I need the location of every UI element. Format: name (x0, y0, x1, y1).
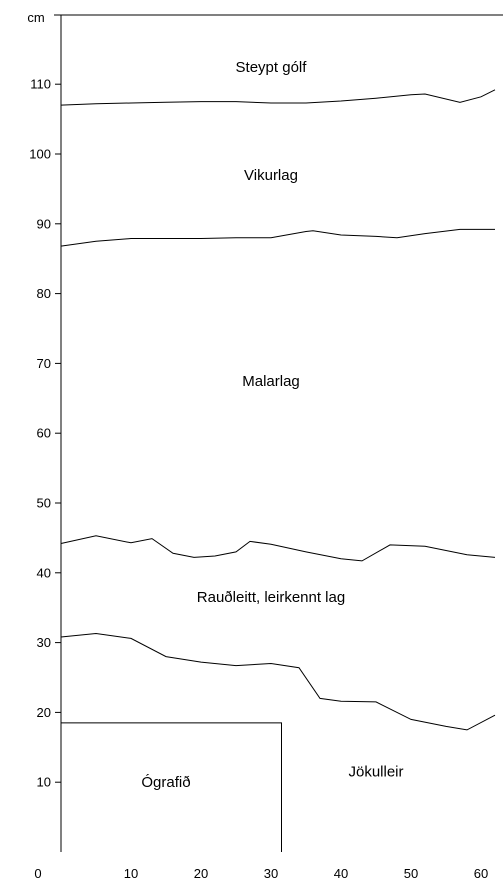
region-label: Rauðleitt, leirkennt lag (197, 589, 345, 606)
y-tick-label: 90 (37, 216, 51, 231)
layer-boundary-line (60, 228, 495, 247)
y-tick-label: 100 (29, 147, 51, 162)
x-tick-label: 30 (264, 866, 278, 881)
region-label: Ógrafið (141, 774, 190, 791)
unexcavated-box (61, 722, 282, 852)
layer-boundaries (60, 89, 496, 852)
y-axis-label: cm (27, 10, 44, 25)
y-tick-label: 60 (37, 426, 51, 441)
region-labels: Steypt gólf Vikurlag Malarlag Rauðleitt, le… (141, 59, 403, 791)
layer-boundary-line (60, 535, 496, 562)
x-tick-label: 10 (124, 866, 138, 881)
y-tick-label: 110 (30, 77, 51, 92)
y-tick-label: 50 (37, 496, 51, 511)
y-tick-label: 70 (37, 356, 51, 371)
region-label: Jökulleir (348, 764, 403, 781)
y-tick-label: 80 (37, 286, 51, 301)
x-tick-label: 40 (334, 866, 348, 881)
x-tick-label: 50 (404, 866, 418, 881)
layer-boundary-line (60, 89, 496, 106)
region-label: Vikurlag (244, 167, 298, 184)
x-tick-label: 0 (34, 866, 41, 881)
region-label: Steypt gólf (236, 59, 308, 76)
y-tick-label: 30 (37, 635, 51, 650)
axes: 10 20 30 40 50 60 70 80 90 100 110 0 10 20 30 40 50 60 (29, 14, 503, 881)
y-tick-label: 20 (37, 705, 51, 720)
x-tick-label: 20 (194, 866, 208, 881)
x-tick-label: 60 (474, 866, 488, 881)
region-label: Malarlag (242, 373, 300, 390)
layer-boundary-line (60, 632, 496, 731)
y-tick-label: 40 (37, 565, 51, 580)
y-tick-label: 10 (37, 775, 51, 790)
